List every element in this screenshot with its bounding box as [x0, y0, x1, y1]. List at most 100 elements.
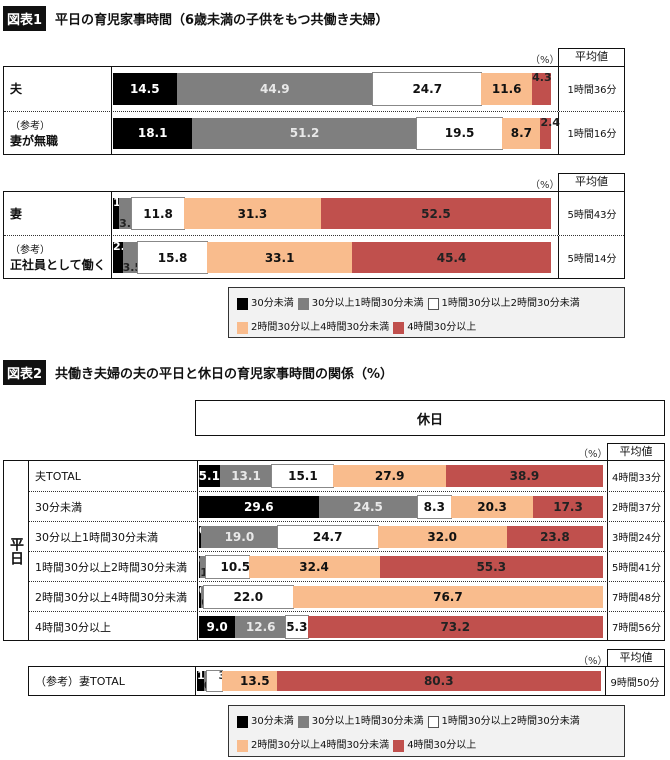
- legend-swatch-icon: [427, 298, 439, 310]
- stacked-bar: 18.1 51.2 19.5 8.7 2.4: [113, 116, 560, 150]
- legend-item: 1時間30分以上2時間30分未満: [427, 294, 580, 314]
- legend-swatch-icon: [237, 322, 248, 334]
- stacked-bar: 9.0 12.6 5.3 73.2: [199, 615, 603, 639]
- bar-value-label: 9.0: [206, 620, 228, 634]
- bar-value-label: 80.3: [423, 674, 454, 688]
- table-row: 4時間30分以上 9.0 12.6 5.3 73.2 7時間56分: [29, 611, 664, 641]
- bar-value-label: 24.7: [412, 81, 443, 96]
- bar-value-label: 11.8: [143, 206, 173, 221]
- table-row: 夫TOTAL 5.1 13.1 15.1 27.9 38.9 4時間33分: [29, 461, 664, 491]
- bar-segment-over-4h30: 17.3: [533, 496, 603, 518]
- stacked-bar: 0.519.024.732.023.8: [199, 525, 603, 549]
- percent-unit: （%）: [578, 449, 608, 460]
- bar-segment-over-4h30: 55.3: [379, 556, 603, 578]
- row-label: 30分未満: [35, 500, 82, 514]
- weekday-row-header: 平日: [4, 461, 29, 640]
- percent-unit: （%）: [578, 656, 608, 667]
- bar-value-label: 52.5: [421, 206, 451, 221]
- bar-value-label: 8.7: [510, 126, 532, 141]
- bar-segment-2h30-4h30: 32.4: [248, 556, 380, 578]
- row-label: 2時間30分以上4時間30分未満: [35, 590, 187, 604]
- row-average: 3時間24分: [607, 522, 665, 551]
- figure1-block1: 夫 14.5 44.9 24.7 11.6 4.3 1時間36分 （参考） 妻が無職 18.1 51…: [3, 66, 625, 155]
- bar-segment-under-30min: 18.1: [113, 117, 193, 149]
- average-header: 平均値: [607, 649, 665, 667]
- label-divider: [197, 461, 198, 491]
- bar-segment-over-4h30: 23.8: [506, 526, 603, 548]
- bar-segment-1h30-2h30: 15.1: [271, 464, 335, 488]
- bar-segment-2h30-4h30: 76.7: [292, 586, 603, 608]
- average-header: 平均値: [558, 173, 625, 192]
- label-divider: [197, 552, 198, 581]
- row-sublabel: （参考）: [10, 120, 50, 132]
- bar-value-label: 29.6: [243, 500, 274, 514]
- bar-segment-30min-1h30: 13.1: [219, 465, 273, 487]
- row-average: 7時間56分: [607, 612, 665, 641]
- row-average: 5時間14分: [558, 236, 625, 278]
- row-label: 夫: [10, 67, 110, 111]
- stacked-bar: 29.6 24.5 8.3 20.3 17.3: [199, 495, 603, 519]
- bar-value-label: 13.1: [231, 469, 261, 483]
- legend-item: 30分未満: [237, 712, 294, 732]
- bar-segment-under-30min: 29.6: [199, 496, 319, 518]
- bar-segment-2h30-4h30: 27.9: [333, 465, 446, 487]
- row-average: 4時間33分: [607, 461, 665, 491]
- legend-swatch-icon: [297, 298, 309, 310]
- legend-label: 30分未満: [251, 298, 294, 309]
- figure2-title: 共働き夫婦の夫の平日と休日の育児家事時間の関係（%）: [55, 367, 394, 382]
- row-sublabel: （参考）: [10, 245, 50, 256]
- bar-segment-under-30min: 14.5: [113, 73, 177, 105]
- bar-segment-under-30min: 5.1: [199, 465, 220, 487]
- bar-value-label: 45.4: [436, 250, 467, 265]
- stacked-bar: 0.60.622.076.7: [199, 585, 603, 609]
- bar-value-label: 19.5: [444, 126, 475, 141]
- table-row: （参考） 妻が無職 18.1 51.2 19.5 8.7 2.4 1時間16分: [4, 110, 625, 154]
- legend-item: 30分以上1時間30分未満: [297, 294, 424, 314]
- legend: 30分未満 30分以上1時間30分未満 1時間30分以上2時間30分未満 2時間30分…: [228, 287, 625, 338]
- bar-value-label: 15.1: [288, 469, 318, 483]
- bar-segment-1h30-2h30: 8.3: [416, 495, 453, 519]
- bar-value-label: 11.6: [491, 81, 522, 96]
- table-row: 30分未満 29.6 24.5 8.3 20.3 17.3 2時間37分: [29, 491, 664, 521]
- figure1-tag: 図表1: [3, 6, 47, 31]
- bar-value-label: 31.3: [237, 206, 268, 221]
- table-row: （参考） 正社員として働く 2.23.5 15.8 33.1 45.4 5時間14分: [4, 235, 624, 278]
- bar-value-label: 51.2: [289, 126, 320, 141]
- bar-segment-over-4h30: 80.3: [276, 671, 601, 691]
- bar-segment-over-4h30: 73.2: [307, 616, 603, 638]
- bar-segment-2h30-4h30: 8.7: [502, 117, 541, 149]
- bar-segment-under-30min: 1.7: [197, 670, 217, 691]
- row-label: 1時間30分以上2時間30分未満: [35, 560, 187, 574]
- row-label: 夫TOTAL: [35, 470, 81, 483]
- bar-segment-1h30-2h30: 11.8: [131, 197, 185, 230]
- legend-item: 30分未満: [237, 294, 294, 314]
- bar-segment-over-4h30: 45.4: [352, 242, 551, 273]
- bar-value-label: 55.3: [476, 560, 507, 574]
- average-header: 平均値: [558, 48, 625, 67]
- legend-swatch-icon: [237, 716, 248, 728]
- bar-segment-30min-1h30: 12.6: [235, 616, 287, 638]
- bar-value-label: 4.3: [532, 71, 552, 84]
- row-label: 妻: [10, 192, 110, 235]
- row-label-text: 妻: [10, 207, 23, 221]
- legend-label: 2時間30分以上4時間30分未満: [251, 740, 390, 751]
- bar-value-label: 12.6: [245, 620, 276, 634]
- legend-swatch-icon: [393, 740, 405, 752]
- bar-value-label: 14.5: [129, 81, 160, 96]
- legend-item: 30分以上1時間30分未満: [297, 712, 424, 732]
- bar-segment-1h30-2h30: 19.5: [415, 116, 504, 150]
- bar-segment-1h30-2h30: 10.5: [205, 555, 251, 579]
- row-average: 1時間16分: [558, 111, 625, 154]
- stacked-bar: 1.70.83.713.580.3: [197, 670, 601, 692]
- bar-value-label: 3.0: [119, 217, 139, 230]
- bar-value-label: 10.5: [220, 560, 251, 574]
- row-label: 4時間30分以上: [35, 620, 111, 634]
- bar-segment-30min-1h30: 24.5: [318, 496, 418, 518]
- legend: 30分未満 30分以上1時間30分未満 1時間30分以上2時間30分未満 2時間30分…: [228, 705, 625, 757]
- bar-value-label: 20.3: [477, 500, 507, 514]
- bar-segment-1h30-2h30: 5.3: [285, 615, 309, 639]
